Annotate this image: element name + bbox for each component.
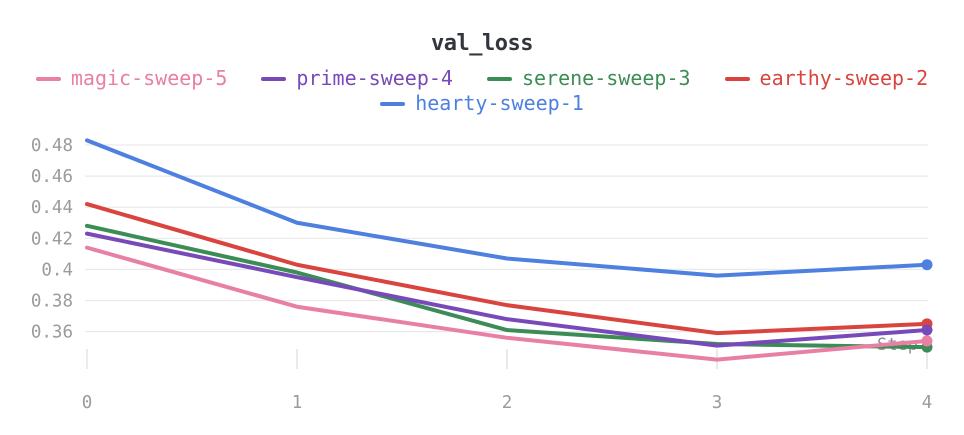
x-axis-tick-label: 2 bbox=[502, 393, 513, 413]
legend-label-hearty-sweep-1: hearty-sweep-1 bbox=[415, 91, 584, 115]
legend-item-serene-sweep-3[interactable]: serene-sweep-3 bbox=[486, 66, 691, 90]
y-axis-tick-label: 0.46 bbox=[31, 167, 73, 187]
series-line-magic-sweep-5[interactable] bbox=[85, 245, 929, 362]
legend-swatch-magic-sweep-5 bbox=[35, 76, 61, 81]
legend-swatch-prime-sweep-4 bbox=[261, 76, 287, 81]
legend: magic-sweep-5 prime-sweep-4 serene-sweep… bbox=[0, 67, 964, 115]
legend-item-hearty-sweep-1[interactable]: hearty-sweep-1 bbox=[380, 92, 584, 115]
series-line-earthy-sweep-2[interactable] bbox=[85, 202, 929, 336]
legend-swatch-serene-sweep-3 bbox=[486, 76, 512, 81]
y-axis-tick-label: 0.42 bbox=[31, 229, 73, 249]
x-axis-tick-label: 4 bbox=[922, 393, 933, 413]
series-line-serene-sweep-3[interactable] bbox=[85, 223, 929, 350]
x-axis-tick-label: 3 bbox=[712, 393, 723, 413]
legend-item-earthy-sweep-2[interactable]: earthy-sweep-2 bbox=[724, 66, 929, 90]
x-axis-tick-label: 0 bbox=[82, 393, 93, 413]
y-axis-tick-label: 0.36 bbox=[31, 323, 73, 343]
legend-label-serene-sweep-3: serene-sweep-3 bbox=[521, 66, 691, 90]
series-line-hearty-sweep-1[interactable] bbox=[85, 138, 929, 278]
legend-label-prime-sweep-4: prime-sweep-4 bbox=[296, 66, 453, 90]
legend-swatch-earthy-sweep-2 bbox=[724, 76, 750, 81]
y-axis-tick-label: 0.4 bbox=[41, 260, 73, 280]
legend-label-earthy-sweep-2: earthy-sweep-2 bbox=[759, 66, 929, 90]
legend-item-magic-sweep-5[interactable]: magic-sweep-5 bbox=[35, 66, 228, 90]
legend-row-1: magic-sweep-5 prime-sweep-4 serene-sweep… bbox=[35, 66, 929, 90]
legend-row-2: hearty-sweep-1 bbox=[380, 92, 584, 115]
y-axis-tick-label: 0.44 bbox=[31, 198, 73, 218]
y-axis-tick-label: 0.38 bbox=[31, 292, 73, 312]
x-axis-tick-label: 1 bbox=[292, 393, 303, 413]
series-endpoint-dot-hearty-sweep-1[interactable] bbox=[921, 259, 933, 271]
chart-title: val_loss bbox=[431, 31, 533, 56]
series-endpoint-dot-prime-sweep-4[interactable] bbox=[921, 324, 933, 336]
series-line-prime-sweep-4[interactable] bbox=[85, 231, 929, 348]
y-axis-tick-label: 0.48 bbox=[31, 136, 73, 156]
legend-label-magic-sweep-5: magic-sweep-5 bbox=[70, 66, 228, 90]
legend-swatch-hearty-sweep-1 bbox=[380, 101, 406, 106]
series-endpoint-dot-magic-sweep-5[interactable] bbox=[921, 335, 933, 347]
legend-item-prime-sweep-4[interactable]: prime-sweep-4 bbox=[261, 67, 453, 90]
